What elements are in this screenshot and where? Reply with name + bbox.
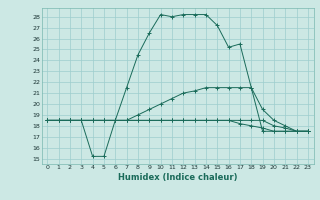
X-axis label: Humidex (Indice chaleur): Humidex (Indice chaleur) (118, 173, 237, 182)
